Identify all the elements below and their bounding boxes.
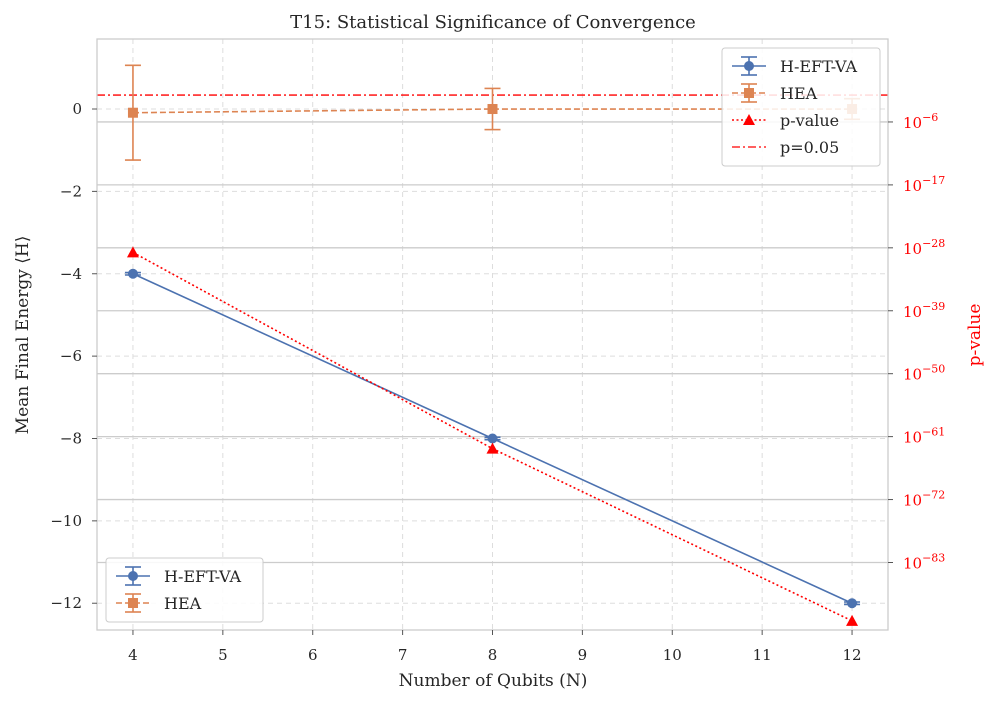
legend-lower: H-EFT-VA HEA: [105, 557, 264, 623]
legend-marker: [744, 61, 754, 71]
data-point: [127, 268, 138, 279]
legend-label: HEA: [164, 594, 202, 613]
x-axis-ticks: 4 5 6 7 8 9 10 11 12: [128, 630, 862, 664]
y2-tick-label: 10−72: [903, 489, 945, 510]
y-tick-label: −4: [60, 265, 82, 283]
chart-title: T15: Statistical Significance of Converg…: [290, 12, 696, 33]
x-tick-label: 12: [842, 646, 861, 664]
data-point: [127, 107, 138, 118]
legend-marker: [743, 114, 755, 125]
data-point: [847, 598, 858, 609]
x-tick-label: 8: [488, 646, 498, 664]
legend-upper: H-EFT-VA HEA p-value p=0.05: [721, 47, 881, 167]
y2-axis-label: p-value: [965, 304, 985, 367]
x-tick-label: 5: [218, 646, 228, 664]
y-axis-label: Mean Final Energy ⟨H⟩: [13, 236, 33, 435]
y2-axis-ticks: 10−6 10−17 10−28 10−39 10−50 10−61 10−72 10−83: [888, 111, 945, 572]
series-p-value: [126, 246, 859, 626]
y2-tick-label: 10−83: [903, 551, 945, 572]
data-point: [487, 433, 498, 444]
y2-tick-label: 10−28: [903, 237, 945, 258]
x-tick-label: 6: [308, 646, 318, 664]
y-tick-label: −6: [60, 347, 82, 365]
data-point: [846, 614, 859, 626]
legend-label: p-value: [780, 111, 839, 130]
y2-tick-label: 10−61: [903, 426, 945, 447]
legend-label: p=0.05: [780, 138, 839, 157]
x-tick-label: 9: [578, 646, 588, 664]
legend-box: [721, 47, 881, 167]
x-tick-label: 10: [663, 646, 682, 664]
legend-label: HEA: [780, 84, 818, 103]
y-tick-label: −12: [50, 594, 82, 612]
y-tick-label: −10: [50, 512, 82, 530]
y-tick-label: −8: [60, 429, 82, 447]
y-tick-label: −2: [60, 182, 82, 200]
x-tick-label: 4: [128, 646, 138, 664]
y2-tick-label: 10−6: [903, 111, 938, 132]
legend-label: H-EFT-VA: [164, 567, 241, 586]
data-point: [486, 442, 499, 454]
y2-tick-label: 10−17: [903, 174, 945, 195]
data-point: [487, 104, 498, 115]
y-axis-ticks: 0 −2 −4 −6 −8 −10 −12: [50, 100, 97, 612]
legend-marker: [744, 88, 754, 98]
legend-marker: [128, 598, 138, 608]
legend-marker: [128, 571, 138, 581]
x-tick-label: 7: [398, 646, 408, 664]
y2-tick-label: 10−50: [903, 363, 945, 384]
y2-tick-label: 10−39: [903, 300, 945, 321]
legend-label: H-EFT-VA: [780, 57, 857, 76]
legend-box: [105, 557, 264, 623]
data-point: [126, 246, 139, 258]
x-tick-label: 11: [753, 646, 772, 664]
y-tick-label: 0: [72, 100, 82, 118]
x-axis-label: Number of Qubits (N): [399, 671, 588, 691]
series-h-eft-va: [124, 268, 861, 609]
